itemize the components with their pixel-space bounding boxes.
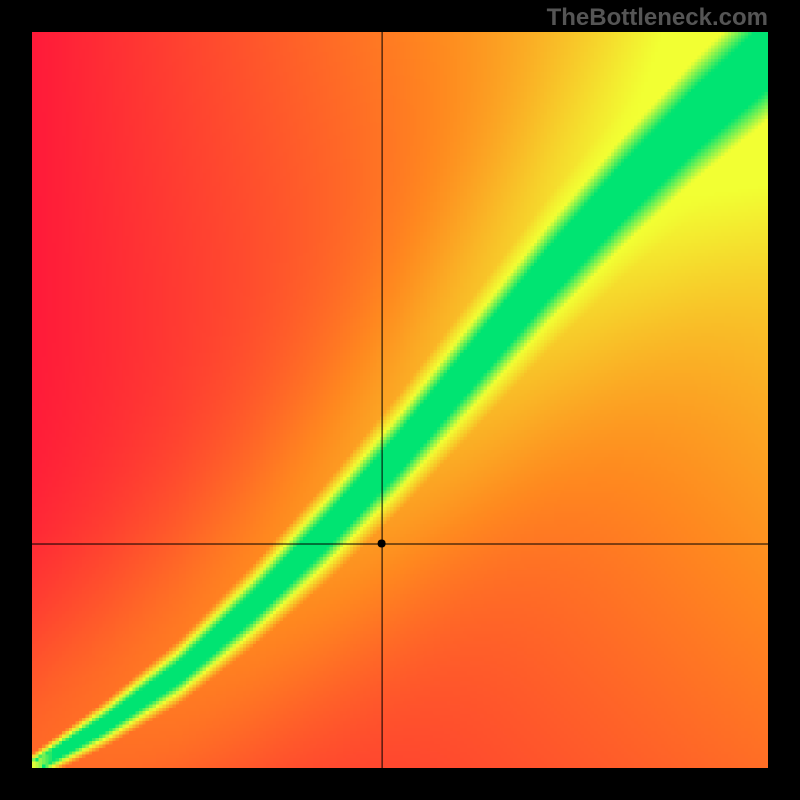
watermark-text: TheBottleneck.com (547, 4, 768, 32)
crosshair-overlay (32, 32, 768, 768)
